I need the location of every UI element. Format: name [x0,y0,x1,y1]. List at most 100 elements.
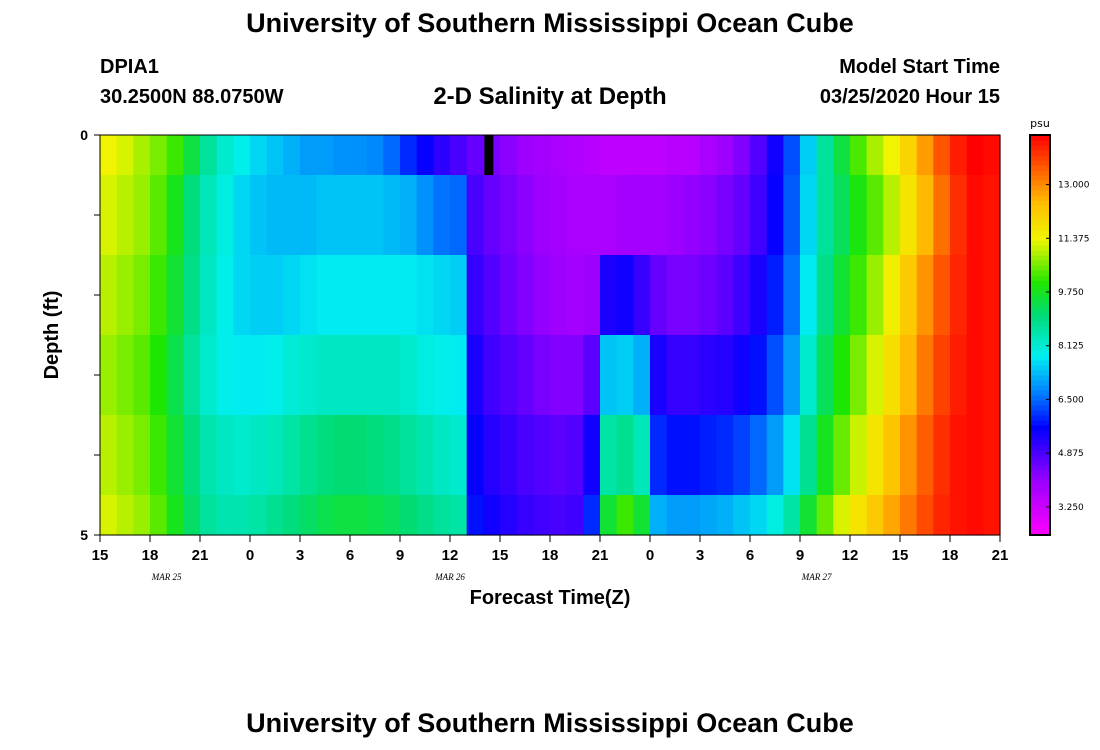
colorbar-segment [1030,500,1050,506]
heatmap-cell [716,495,734,536]
heatmap-cell [766,495,784,536]
heatmap-cell [650,415,668,496]
heatmap-cell [716,415,734,496]
colorbar-tick-label: 3.250 [1058,503,1084,513]
heatmap-cell [466,175,484,256]
heatmap-cell [400,335,418,416]
heatmap-cell [733,335,751,416]
heatmap-cell [316,415,334,496]
colorbar-segment [1030,335,1050,341]
page-title: University of Southern Mississippi Ocean… [246,8,854,38]
heatmap-cell [250,415,268,496]
colorbar-segment [1030,470,1050,476]
heatmap-cell [700,335,718,416]
colorbar-segment [1030,185,1050,191]
heatmap-cell [466,135,484,176]
heatmap-cell [516,415,534,496]
heatmap-cell [683,415,701,496]
x-tick-label: 6 [346,547,354,564]
heatmap-cell [583,495,601,536]
heatmap-cell [983,255,1001,336]
heatmap-cell [550,495,568,536]
colorbar-segment [1030,145,1050,151]
heatmap-cell [750,175,768,256]
colorbar-segment [1030,290,1050,296]
heatmap-cell [450,135,468,176]
heatmap-cell [300,415,318,496]
colorbar-segment [1030,235,1050,241]
colorbar-segment [1030,140,1050,146]
heatmap-cell [433,415,451,496]
heatmap-cell [400,135,418,176]
heatmap-cell [150,175,168,256]
heatmap-cell [483,175,501,256]
heatmap-cell [883,175,901,256]
colorbar-segment [1030,155,1050,161]
heatmap-cell [650,135,668,176]
heatmap-cell [900,415,918,496]
heatmap-cell [666,495,684,536]
heatmap-cell [850,415,868,496]
colorbar-segment [1030,240,1050,246]
colorbar-segment [1030,345,1050,351]
heatmap-cell [766,255,784,336]
colorbar-segment [1030,255,1050,261]
colorbar-segment [1030,395,1050,401]
heatmap-cell [466,255,484,336]
heatmap-cell [850,335,868,416]
heatmap-cell [883,495,901,536]
heatmap-cell [116,495,134,536]
colorbar-segment [1030,365,1050,371]
colorbar-segment [1030,495,1050,501]
heatmap-cell [333,175,351,256]
heatmap-cell [500,335,518,416]
heatmap-cell [733,175,751,256]
current-time-marker [484,135,494,175]
heatmap-cell [500,495,518,536]
y-axis-label: Depth (ft) [41,291,63,380]
colorbar-segment [1030,370,1050,376]
heatmap-cell [983,175,1001,256]
colorbar-segment [1030,430,1050,436]
model-start-value: 03/25/2020 Hour 15 [819,86,1000,108]
heatmap-cell [283,415,301,496]
heatmap-cell [800,175,818,256]
heatmap-cell [900,135,918,176]
heatmap-cell [550,255,568,336]
heatmap-cell [500,415,518,496]
heatmap-cell [250,255,268,336]
heatmap-cell [900,255,918,336]
colorbar-segment [1030,265,1050,271]
heatmap-cell [533,135,551,176]
date-label: MAR 27 [801,572,832,582]
y-tick-label: 5 [80,527,88,543]
heatmap-cell [750,135,768,176]
heatmap-cell [933,495,951,536]
heatmap-cell [566,415,584,496]
x-tick-label: 21 [192,547,209,564]
heatmap-cell [166,135,184,176]
heatmap-cell [633,135,651,176]
heatmap-cell [266,415,284,496]
heatmap-cell [850,135,868,176]
heatmap-cell [316,135,334,176]
heatmap-cell [933,175,951,256]
heatmap-cell [216,135,234,176]
heatmap-cell [500,255,518,336]
heatmap-cell [133,495,151,536]
heatmap-cell [200,415,218,496]
heatmap-cell [850,175,868,256]
heatmap-cell [383,335,401,416]
heatmap-cell [633,335,651,416]
heatmap-cell [633,255,651,336]
heatmap-cell [516,135,534,176]
heatmap-cell [466,495,484,536]
heatmap-cell [600,495,618,536]
colorbar-segment [1030,445,1050,451]
heatmap-cell [966,335,984,416]
heatmap-cell [433,495,451,536]
colorbar-segment [1030,275,1050,281]
heatmap-cell [350,415,368,496]
heatmap-cell [100,255,118,336]
colorbar-segment [1030,525,1050,531]
